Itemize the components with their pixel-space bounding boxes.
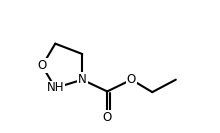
Text: N: N [78,73,87,86]
Text: O: O [103,111,112,124]
Text: O: O [127,73,136,86]
Text: O: O [37,59,47,72]
Text: NH: NH [46,82,64,94]
